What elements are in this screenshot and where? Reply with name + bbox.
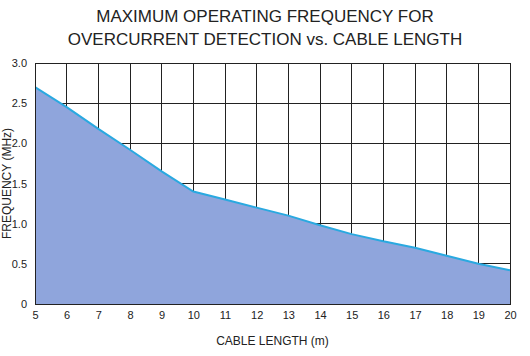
tick-label: 20	[504, 309, 516, 321]
tick: 10	[188, 304, 200, 321]
tick: 0.5	[12, 258, 35, 270]
tick-label: 6	[64, 309, 70, 321]
tick-label: 2.5	[12, 97, 27, 109]
tick-label: 9	[159, 309, 165, 321]
tick: 12	[251, 304, 263, 321]
tick-label: 19	[473, 309, 485, 321]
tick: 15	[346, 304, 358, 321]
tick: 17	[409, 304, 421, 321]
tick: 1.5	[12, 178, 35, 190]
tick: 1.0	[12, 218, 35, 230]
plot-frame	[35, 63, 510, 304]
line	[35, 87, 510, 270]
tick: 20	[504, 304, 516, 321]
tick: 18	[441, 304, 453, 321]
tick: 5	[32, 304, 38, 321]
tick: 19	[473, 304, 485, 321]
tick-label: 16	[378, 309, 390, 321]
tick-label: 0.5	[12, 258, 27, 270]
tick: 11	[220, 304, 231, 321]
x-axis-title: CABLE LENGTH (m)	[216, 334, 329, 348]
tick-label: 13	[283, 309, 295, 321]
title: OVERCURRENT DETECTION vs. CABLE LENGTH	[68, 30, 463, 49]
tick-label: 3.0	[12, 57, 27, 69]
tick: 16	[378, 304, 390, 321]
area	[35, 87, 510, 304]
tick: 13	[283, 304, 295, 321]
tick: 2.5	[12, 97, 35, 109]
y-axis: 0 0.5 1.0 1.5 2.0 2.5 3.0	[12, 57, 36, 310]
x-axis: 5 6 7 8 9 10 11 12 13 14 15 16 17 18 19 20	[32, 304, 516, 321]
grid	[35, 63, 510, 304]
tick-label: 8	[127, 309, 133, 321]
tick: 7	[96, 304, 102, 321]
tick: 9	[159, 304, 165, 321]
tick-label: 18	[441, 309, 453, 321]
title: MAXIMUM OPERATING FREQUENCY FOR	[96, 7, 434, 26]
tick: 14	[314, 304, 326, 321]
tick-label: 7	[96, 309, 102, 321]
axis-line	[36, 304, 511, 305]
tick-label: 12	[251, 309, 263, 321]
tick-label: 11	[220, 309, 231, 321]
tick-label: 5	[32, 309, 38, 321]
tick: 8	[127, 304, 133, 321]
axis-line	[35, 64, 36, 305]
tick-label: 15	[346, 309, 358, 321]
tick: 2.0	[12, 137, 35, 149]
tick: 3.0	[12, 57, 35, 69]
tick: 0	[21, 298, 35, 310]
tick-label: 17	[409, 309, 421, 321]
chart: 5 6 7 8 9 10 11 12 13 14 15 16 17 18 19 20 0 0.5 1.0 1.5 2.0…	[0, 0, 530, 356]
tick-label: 10	[188, 309, 200, 321]
y-axis-title: FREQUENCY (MHz)	[0, 128, 14, 239]
tick: 6	[64, 304, 70, 321]
tick-label: 14	[314, 309, 326, 321]
plot-area	[35, 87, 510, 304]
grid-line	[35, 103, 510, 104]
tick-label: 0	[21, 298, 27, 310]
